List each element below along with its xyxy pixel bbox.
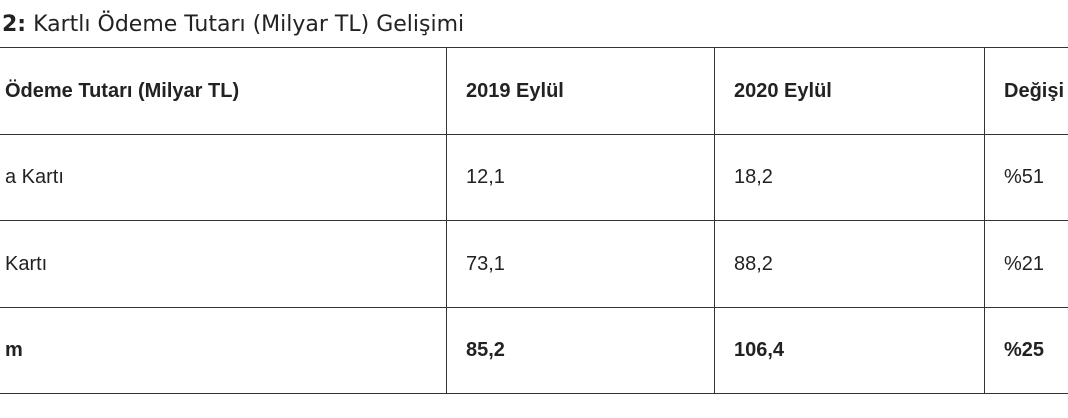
table-cell: 12,1: [466, 166, 505, 188]
row-border: [0, 220, 1068, 221]
row-border: [0, 134, 1068, 135]
table-cell: 106,4: [734, 339, 785, 361]
header-cell: Değişi: [1004, 79, 1065, 102]
table-cell: %51: [1004, 166, 1045, 188]
table-title: 2: Kartlı Ödeme Tutarı (Milyar TL) Geliş…: [2, 12, 464, 37]
column-border: [984, 47, 985, 393]
table-cell: 88,2: [734, 252, 773, 275]
row-border: [0, 393, 1068, 394]
table-cell: 73,1: [466, 252, 505, 275]
table-cell: m: [5, 339, 23, 361]
table-cell: a Kartı: [5, 166, 64, 188]
header-cell: 2020 Eylül: [734, 79, 832, 102]
column-border: [446, 47, 447, 393]
table-cell: 18,2: [734, 166, 773, 188]
table-cell: Kartı: [5, 252, 48, 275]
title-text: Kartlı Ödeme Tutarı (Milyar TL) Gelişimi: [33, 12, 465, 37]
header-cell: 2019 Eylül: [466, 79, 564, 102]
column-border: [714, 47, 715, 393]
table-cell: %25: [1004, 339, 1045, 361]
table-cell: %21: [1004, 252, 1045, 275]
table-cell: 85,2: [466, 339, 505, 361]
row-border: [0, 307, 1068, 308]
row-border: [0, 47, 1068, 48]
title-label: 2:: [2, 12, 27, 37]
header-cell: Ödeme Tutarı (Milyar TL): [5, 79, 240, 102]
